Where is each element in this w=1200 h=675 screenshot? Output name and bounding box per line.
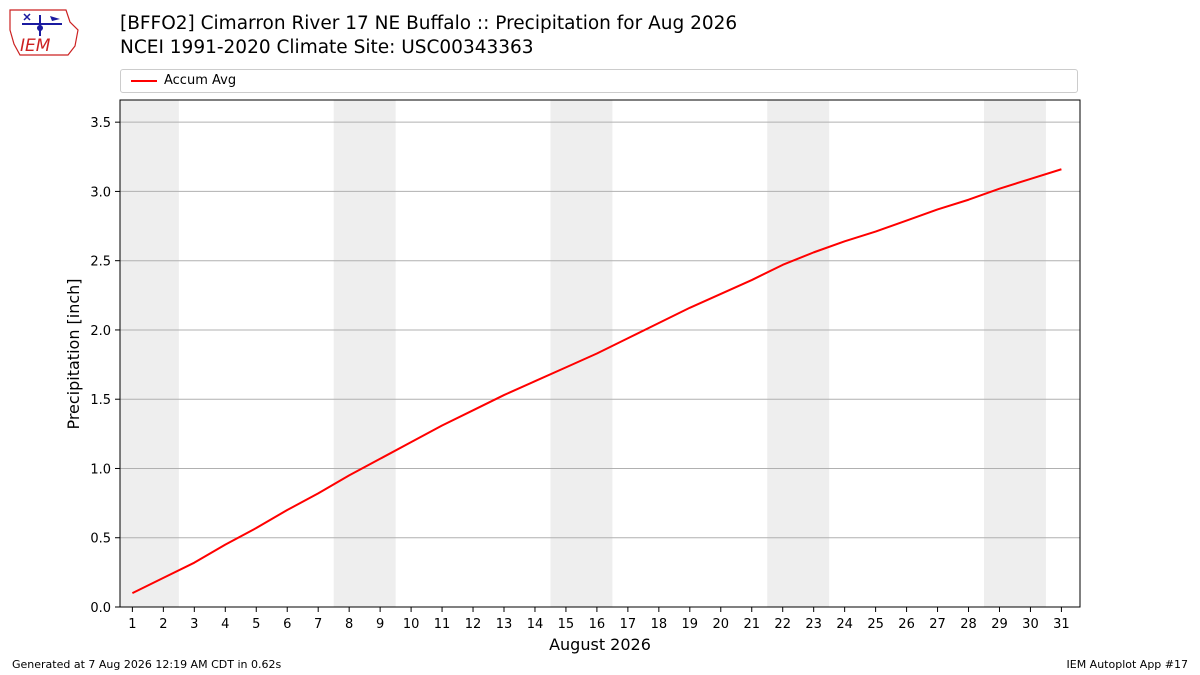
x-tick-label: 7	[314, 617, 322, 632]
series-line-accum-avg	[131, 168, 1062, 595]
x-tick-label: 18	[651, 617, 668, 632]
y-ticks: 0.0 0.5 1.0 1.5 2.0 2.5 3.0 3.5	[90, 116, 120, 616]
chart-title: [BFFO2] Cimarron River 17 NE Buffalo :: …	[120, 12, 737, 60]
x-tick-label: 21	[743, 617, 760, 632]
y-axis-label: Precipitation [inch]	[64, 278, 83, 429]
x-tick-label: 19	[682, 617, 699, 632]
y-tick-label: 3.0	[90, 185, 111, 200]
weekend-band	[120, 100, 179, 607]
y-tick-label: 3.5	[90, 116, 111, 131]
x-tick-label: 26	[898, 617, 915, 632]
title-line-2: NCEI 1991-2020 Climate Site: USC00343363	[120, 37, 534, 58]
x-ticks: 1 2 3 4 5 6 7 8 9 10 11 12 13 14 15 16 17 18 19 20 21 22 23 24 2…	[128, 607, 1070, 632]
weekend-band	[333, 100, 396, 607]
x-tick-label: 23	[805, 617, 822, 632]
x-tick-label: 31	[1053, 617, 1070, 632]
x-tick-label: 20	[713, 617, 730, 632]
y-tick-label: 2.5	[90, 255, 111, 270]
y-tick-label: 2.0	[90, 324, 111, 339]
iem-logo-text: IEM	[20, 36, 51, 56]
x-tick-label: 13	[496, 617, 513, 632]
weekend-band	[767, 100, 830, 607]
footer-app: IEM Autoplot App #17	[1066, 658, 1189, 671]
x-tick-label: 25	[867, 617, 884, 632]
y-tick-label: 1.0	[90, 462, 111, 477]
x-tick-label: 22	[774, 617, 791, 632]
x-tick-label: 28	[960, 617, 977, 632]
y-tick-label: 0.0	[90, 601, 111, 616]
x-tick-label: 5	[252, 617, 260, 632]
x-tick-label: 3	[190, 617, 198, 632]
x-tick-label: 15	[558, 617, 575, 632]
x-tick-label: 11	[434, 617, 451, 632]
x-tick-label: 4	[221, 617, 229, 632]
plot-frame	[119, 99, 1081, 608]
x-tick-label: 16	[589, 617, 606, 632]
legend-label: Accum Avg	[164, 73, 237, 88]
x-axis-label: August 2026	[549, 635, 651, 654]
x-tick-label: 10	[403, 617, 420, 632]
footer-generated: Generated at 7 Aug 2026 12:19 AM CDT in …	[12, 658, 282, 671]
x-tick-label: 9	[376, 617, 384, 632]
x-tick-label: 17	[620, 617, 637, 632]
x-tick-label: 12	[465, 617, 482, 632]
iem-logo: IEM	[9, 9, 79, 56]
y-tick-label: 1.5	[90, 393, 111, 408]
title-line-1: [BFFO2] Cimarron River 17 NE Buffalo :: …	[120, 13, 738, 34]
x-tick-label: 8	[345, 617, 353, 632]
series-layer	[131, 168, 1062, 595]
x-tick-label: 1	[128, 617, 136, 632]
legend: Accum Avg	[120, 69, 1078, 93]
x-tick-label: 2	[159, 617, 167, 632]
x-tick-label: 6	[283, 617, 291, 632]
y-gridlines	[120, 121, 1080, 539]
x-tick-label: 30	[1022, 617, 1039, 632]
x-tick-label: 24	[836, 617, 853, 632]
legend-line-swatch	[131, 80, 157, 82]
weekend-bands	[120, 100, 1046, 607]
weekend-band	[550, 100, 613, 607]
y-tick-label: 0.5	[90, 532, 111, 547]
x-tick-label: 27	[929, 617, 946, 632]
x-tick-label: 14	[527, 617, 544, 632]
x-tick-label: 29	[991, 617, 1008, 632]
